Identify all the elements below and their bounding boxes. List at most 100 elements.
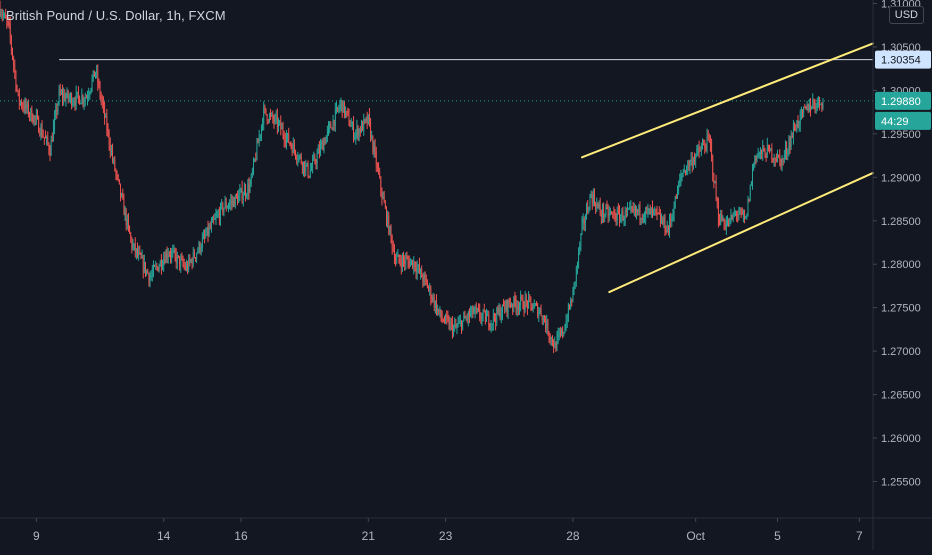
candle-body: [250, 184, 251, 192]
candle-body: [26, 102, 27, 108]
candle-body: [544, 317, 545, 322]
candle-body: [330, 124, 331, 128]
candle-body: [548, 321, 549, 334]
candle-body: [461, 321, 462, 329]
candle-body: [800, 112, 801, 125]
candle-body: [35, 116, 36, 118]
candle-body: [427, 282, 428, 288]
candle-body: [512, 305, 513, 307]
currency-button[interactable]: USD: [889, 6, 924, 24]
candle-body: [333, 120, 334, 129]
candle-body: [492, 323, 493, 324]
candle-body: [644, 217, 645, 218]
candle-body: [88, 95, 89, 97]
candle-body: [200, 243, 201, 251]
candle-body: [806, 108, 807, 109]
candle-body: [354, 137, 355, 138]
candle-body: [438, 309, 439, 312]
candle-body: [120, 184, 121, 196]
candle-body: [175, 250, 176, 255]
candle-body: [541, 310, 542, 316]
candle-body: [727, 222, 728, 224]
candle-body: [94, 71, 95, 77]
candle-body: [253, 161, 254, 171]
candle-body: [103, 103, 104, 106]
candle-body: [420, 269, 421, 272]
candle-body: [620, 217, 621, 222]
candle-body: [143, 257, 144, 271]
candle-body: [276, 116, 277, 117]
candle-body: [394, 250, 395, 261]
candle-body: [221, 204, 222, 205]
candle-body: [111, 150, 112, 151]
candle-body: [271, 114, 272, 115]
candle-body: [413, 262, 414, 268]
candle-body: [728, 222, 729, 226]
candle-body: [699, 148, 700, 151]
candle-body: [199, 243, 200, 251]
candle-body: [434, 297, 435, 307]
candle-body: [106, 116, 107, 131]
candle-body: [403, 257, 404, 260]
candle-body: [774, 158, 775, 160]
candle-body: [462, 320, 463, 329]
candle-body: [816, 108, 817, 109]
candle-body: [543, 317, 544, 321]
candle-body: [615, 213, 616, 219]
candle-body: [319, 149, 320, 154]
candle-body: [483, 311, 484, 316]
candle-body: [262, 125, 263, 126]
candle-body: [494, 314, 495, 318]
candle-body: [702, 145, 703, 148]
candle-body: [4, 14, 5, 15]
candle-body: [570, 301, 571, 308]
candle-body: [329, 124, 330, 126]
candle-body: [104, 105, 105, 117]
candle-body: [469, 312, 470, 316]
candle-body: [813, 101, 814, 104]
candle-body: [96, 71, 97, 72]
candle-body: [151, 275, 152, 277]
candle-body: [538, 312, 539, 316]
candle-body: [453, 327, 454, 334]
candle-body: [245, 189, 246, 196]
candle-body: [677, 187, 678, 199]
candle-body: [242, 188, 243, 200]
candle-body: [153, 266, 154, 272]
candle-body: [487, 314, 488, 316]
candle-body: [326, 136, 327, 144]
candle-body: [409, 261, 410, 266]
candle-body: [347, 111, 348, 113]
candle-body: [662, 219, 663, 223]
candle-body: [803, 108, 804, 112]
candle-body: [726, 224, 727, 228]
candle-body: [230, 201, 231, 203]
candle-body: [184, 264, 185, 265]
candle-body: [382, 190, 383, 198]
candle-body: [299, 156, 300, 159]
candle-body: [710, 137, 711, 145]
candle-body: [444, 322, 445, 323]
candle-body: [671, 217, 672, 221]
candle-body: [684, 170, 685, 172]
candle-body: [387, 215, 388, 223]
candle-body: [731, 215, 732, 218]
candle-body: [424, 275, 425, 282]
candle-body: [554, 343, 555, 348]
candle-body: [567, 321, 568, 322]
candle-body: [667, 226, 668, 232]
candle-body: [392, 236, 393, 248]
candle-body: [703, 145, 704, 146]
candle-body: [463, 316, 464, 321]
candle-body: [591, 194, 592, 196]
candle-body: [425, 275, 426, 278]
candle-body: [380, 177, 381, 190]
candle-body: [515, 297, 516, 303]
candle-body: [416, 269, 417, 273]
candle-body: [666, 231, 667, 232]
candle-body: [327, 130, 328, 136]
candle-body: [526, 298, 527, 301]
candle-body: [269, 115, 270, 121]
